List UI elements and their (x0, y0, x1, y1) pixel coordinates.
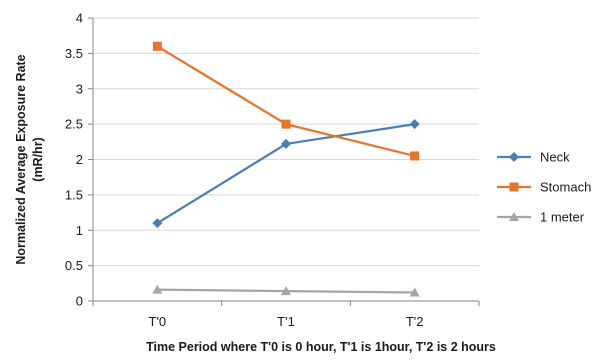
y-axis-title: Normalized Average Exposure Rate (mR/hr) (14, 54, 45, 264)
y-tick-label: 0.5 (65, 258, 83, 273)
x-tick-label: T'1 (277, 314, 295, 329)
data-point (409, 119, 420, 130)
data-point (152, 218, 163, 229)
axes (88, 17, 480, 306)
data-point (152, 41, 162, 51)
legend: Neck Stomach 1 meter (497, 150, 591, 225)
x-tick-label: T'2 (406, 314, 424, 329)
y-tick-label: 2 (76, 152, 83, 167)
legend-marker (509, 182, 519, 192)
y-tick-labels: 0 0.5 1 1.5 2 2.5 3 3.5 4 (65, 11, 83, 309)
data-series (152, 41, 420, 297)
x-tick-labels: T'0 T'1 T'2 (149, 314, 424, 329)
series-stomach (152, 41, 420, 161)
data-point (152, 284, 163, 294)
y-tick-label: 1.5 (65, 187, 83, 202)
data-point (281, 119, 291, 129)
y-axis-title-line: (mR/hr) (31, 137, 45, 181)
data-point (281, 286, 291, 296)
legend-item-neck: Neck (497, 150, 570, 165)
legend-label: 1 meter (540, 210, 585, 225)
y-tick-label: 1 (76, 223, 83, 238)
x-axis-title: Time Period where T'0 is 0 hour, T'1 is … (146, 340, 496, 354)
legend-item-1-meter: 1 meter (497, 210, 585, 225)
y-tick-label: 3 (76, 81, 83, 96)
y-tick-label: 4 (76, 11, 83, 26)
y-tick-label: 2.5 (65, 117, 83, 132)
legend-label: Stomach (540, 180, 591, 195)
y-tick-label: 0 (76, 294, 83, 309)
data-point (409, 287, 420, 297)
series-1-meter (152, 284, 420, 297)
legend-marker (509, 212, 519, 221)
data-point (281, 138, 291, 149)
y-tick-label: 3.5 (65, 46, 83, 61)
y-axis-title-line: Normalized Average Exposure Rate (14, 54, 28, 264)
legend-item-stomach: Stomach (497, 180, 591, 195)
legend-label: Neck (540, 150, 570, 165)
data-point (410, 151, 420, 161)
x-tick-label: T'0 (149, 314, 167, 329)
legend-marker (509, 152, 519, 162)
series-neck (152, 119, 420, 229)
